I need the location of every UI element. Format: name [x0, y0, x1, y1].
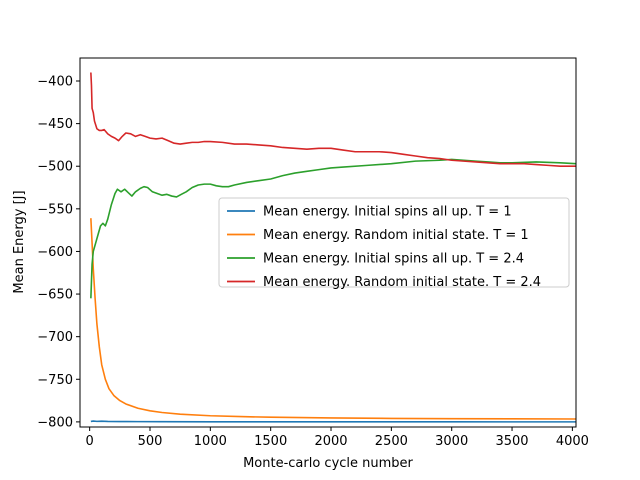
- y-tick-label-0: −800: [37, 415, 73, 430]
- legend-box: [218, 197, 570, 288]
- legend-label-4: Mean energy. Random initial state. T = 2…: [263, 275, 541, 290]
- y-tick-label-1: −750: [37, 373, 73, 388]
- series-line-2: [90, 218, 577, 420]
- y-tick-label-6: −500: [37, 160, 73, 175]
- y-axis: −800 −750 −700 −650 −600 −550 −500 −450 −400: [37, 75, 80, 430]
- y-tick-label-4: −600: [37, 245, 73, 260]
- y-tick-label-2: −700: [37, 330, 73, 345]
- y-tick-label-8: −400: [37, 75, 73, 90]
- series-layer: [90, 72, 577, 423]
- x-tick-label-4: 2000: [314, 434, 347, 449]
- y-tick-label-3: −650: [37, 288, 73, 303]
- y-tick-label-5: −550: [37, 202, 73, 217]
- x-tick-label-1: 500: [138, 434, 163, 449]
- x-axis-label: Monte-carlo cycle number: [243, 456, 413, 471]
- series-line-3: [90, 158, 577, 299]
- series-line-4: [90, 72, 576, 168]
- series-line-1: [90, 420, 577, 423]
- y-tick-label-7: −450: [37, 117, 73, 132]
- x-tick-label-5: 2500: [375, 434, 408, 449]
- x-tick-label-8: 4000: [556, 434, 589, 449]
- x-tick-label-2: 1000: [194, 434, 227, 449]
- legend-label-3: Mean energy. Initial spins all up. T = 2…: [263, 252, 524, 267]
- y-axis-label: Mean Energy [J]: [12, 190, 27, 293]
- legend-label-1: Mean energy. Initial spins all up. T = 1: [263, 205, 512, 220]
- legend: Mean energy. Initial spins all up. T = 1…: [218, 197, 570, 290]
- legend-label-2: Mean energy. Random initial state. T = 1: [263, 228, 529, 243]
- x-tick-label-7: 3500: [495, 434, 528, 449]
- x-tick-label-6: 3000: [435, 434, 468, 449]
- x-tick-label-0: 0: [86, 434, 94, 449]
- plot-frame: [79, 57, 577, 428]
- x-tick-label-3: 1500: [254, 434, 287, 449]
- x-axis: 0 500 1000 1500 2000 2500 3000 3500 4000: [86, 427, 589, 449]
